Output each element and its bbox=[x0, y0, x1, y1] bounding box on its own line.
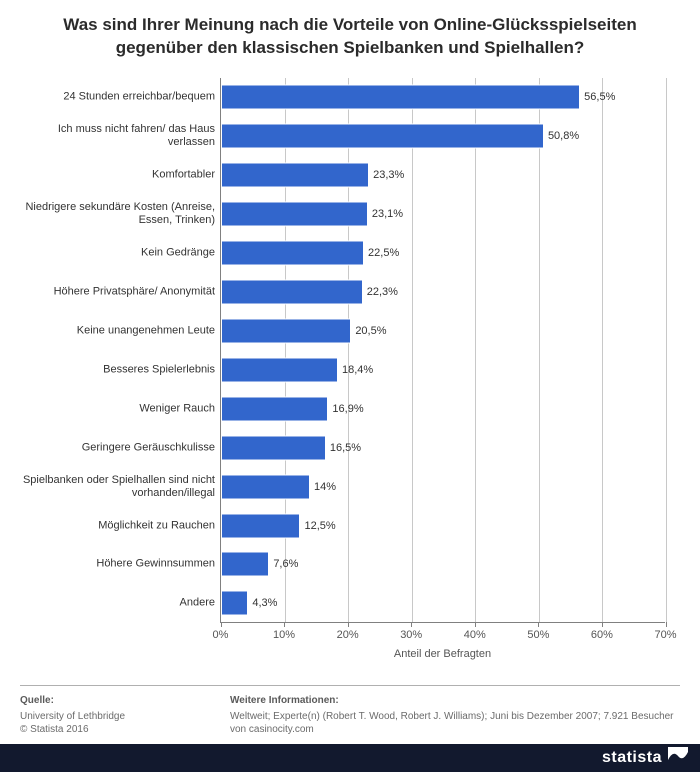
bar bbox=[221, 124, 544, 149]
value-label: 20,5% bbox=[355, 325, 386, 337]
bar-row: Höhere Gewinnsummen 7,6% bbox=[20, 545, 680, 584]
x-tick-label: 10% bbox=[273, 629, 295, 641]
bar bbox=[221, 202, 368, 227]
category-label: Niedrigere sekundäre Kosten (Anreise, Es… bbox=[20, 201, 215, 227]
title-line-2: gegenüber den klassischen Spielbanken un… bbox=[116, 38, 585, 57]
bar-row: Ich muss nicht fahren/ das Haus verlasse… bbox=[20, 117, 680, 156]
value-label: 22,3% bbox=[367, 286, 398, 298]
value-label: 23,1% bbox=[372, 208, 403, 220]
chart-container: Was sind Ihrer Meinung nach die Vorteile… bbox=[0, 0, 700, 772]
info-text: Weltweit; Experte(n) (Robert T. Wood, Ro… bbox=[230, 710, 680, 737]
statista-logo-icon bbox=[668, 747, 688, 770]
category-label: Weniger Rauch bbox=[20, 402, 215, 415]
chart-title: Was sind Ihrer Meinung nach die Vorteile… bbox=[20, 14, 680, 60]
value-label: 50,8% bbox=[548, 130, 579, 142]
x-axis-title: Anteil der Befragten bbox=[220, 648, 665, 660]
value-label: 16,9% bbox=[332, 403, 363, 415]
bar-row: Höhere Privatsphäre/ Anonymität 22,3% bbox=[20, 273, 680, 312]
x-tick-label: 60% bbox=[591, 629, 613, 641]
x-tick-label: 0% bbox=[213, 629, 229, 641]
source-line-1: University of Lethbridge bbox=[20, 710, 230, 724]
bar-row: Spielbanken oder Spielhallen sind nicht … bbox=[20, 467, 680, 506]
bar bbox=[221, 591, 248, 616]
bar-row: Möglichkeit zu Rauchen 12,5% bbox=[20, 506, 680, 545]
category-label: Kein Gedränge bbox=[20, 246, 215, 259]
category-label: Besseres Spielerlebnis bbox=[20, 363, 215, 376]
logo-bar: statista bbox=[0, 744, 700, 772]
source-line-2: © Statista 2016 bbox=[20, 723, 230, 737]
statista-logo-text: statista bbox=[602, 749, 662, 767]
value-label: 4,3% bbox=[252, 597, 277, 609]
bar bbox=[221, 396, 328, 421]
value-label: 12,5% bbox=[304, 520, 335, 532]
category-label: Komfortabler bbox=[20, 169, 215, 182]
footer-source: Quelle: University of Lethbridge © Stati… bbox=[20, 694, 230, 737]
bar bbox=[221, 279, 363, 304]
footer-info: Weitere Informationen: Weltweit; Experte… bbox=[230, 694, 680, 737]
value-label: 14% bbox=[314, 481, 336, 493]
category-label: 24 Stunden erreichbar/bequem bbox=[20, 91, 215, 104]
bar bbox=[221, 163, 369, 188]
bar-row: Geringere Geräuschkulisse 16,5% bbox=[20, 428, 680, 467]
value-label: 22,5% bbox=[368, 247, 399, 259]
value-label: 18,4% bbox=[342, 364, 373, 376]
bar bbox=[221, 241, 364, 266]
category-label: Ich muss nicht fahren/ das Haus verlasse… bbox=[20, 123, 215, 149]
bar-row: Andere 4,3% bbox=[20, 584, 680, 623]
bar bbox=[221, 85, 580, 110]
bar bbox=[221, 552, 269, 577]
value-label: 16,5% bbox=[330, 442, 361, 454]
value-label: 7,6% bbox=[273, 558, 298, 570]
x-tick-label: 40% bbox=[464, 629, 486, 641]
bar bbox=[221, 318, 351, 343]
x-tick-label: 30% bbox=[400, 629, 422, 641]
bar-row: Kein Gedränge 22,5% bbox=[20, 234, 680, 273]
bar bbox=[221, 513, 300, 538]
bar-row: Besseres Spielerlebnis 18,4% bbox=[20, 350, 680, 389]
category-label: Möglichkeit zu Rauchen bbox=[20, 519, 215, 532]
value-label: 56,5% bbox=[584, 91, 615, 103]
x-tick-label: 50% bbox=[527, 629, 549, 641]
category-label: Höhere Gewinnsummen bbox=[20, 558, 215, 571]
bar bbox=[221, 474, 310, 499]
bar-row: Niedrigere sekundäre Kosten (Anreise, Es… bbox=[20, 195, 680, 234]
bar bbox=[221, 357, 338, 382]
chart-area: 0% 10% 20% 30% 40% 50% 60% 70% Anteil der Befra… bbox=[20, 78, 680, 658]
bar-row: Weniger Rauch 16,9% bbox=[20, 389, 680, 428]
category-label: Spielbanken oder Spielhallen sind nicht … bbox=[20, 473, 215, 499]
category-label: Andere bbox=[20, 597, 215, 610]
x-tick-label: 70% bbox=[654, 629, 676, 641]
bar-row: 24 Stunden erreichbar/bequem 56,5% bbox=[20, 78, 680, 117]
category-label: Keine unangenehmen Leute bbox=[20, 324, 215, 337]
value-label: 23,3% bbox=[373, 169, 404, 181]
category-label: Geringere Geräuschkulisse bbox=[20, 441, 215, 454]
category-label: Höhere Privatsphäre/ Anonymität bbox=[20, 285, 215, 298]
x-tick-label: 20% bbox=[337, 629, 359, 641]
source-heading: Quelle: bbox=[20, 694, 230, 708]
bar bbox=[221, 435, 326, 460]
chart-footer: Quelle: University of Lethbridge © Stati… bbox=[20, 685, 680, 737]
title-line-1: Was sind Ihrer Meinung nach die Vorteile… bbox=[63, 15, 636, 34]
bar-row: Keine unangenehmen Leute 20,5% bbox=[20, 311, 680, 350]
info-heading: Weitere Informationen: bbox=[230, 694, 680, 708]
bar-row: Komfortabler 23,3% bbox=[20, 156, 680, 195]
